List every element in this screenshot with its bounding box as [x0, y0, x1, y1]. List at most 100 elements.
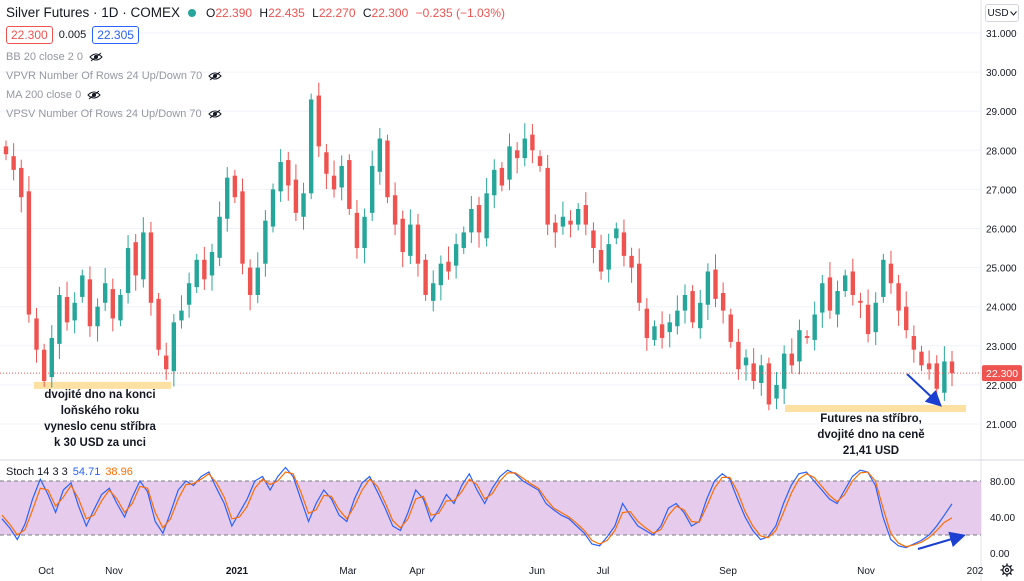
- candle-body: [507, 146, 512, 180]
- buy-button[interactable]: 22.305: [92, 26, 139, 44]
- eye-icon[interactable]: [87, 90, 101, 100]
- candle-body: [583, 205, 589, 225]
- stoch-axis: 80.00 40.00 0.00: [990, 477, 1015, 560]
- candle-body: [377, 138, 383, 172]
- price-tick-label: 31.000: [986, 29, 1017, 40]
- stoch-legend[interactable]: Stoch 14 3 3 54.71 38.96: [6, 466, 133, 478]
- candle-body: [293, 179, 299, 213]
- indicator-vpvr[interactable]: VPVR Number Of Rows 24 Up/Down 70: [6, 70, 222, 82]
- candle-body: [774, 384, 779, 399]
- candle-body: [842, 275, 848, 292]
- price-tick-label: 21.000: [986, 420, 1017, 431]
- support-highlights: [34, 381, 966, 412]
- candle-body: [820, 283, 825, 313]
- candle-body: [3, 146, 9, 155]
- spread-value: 0.005: [58, 29, 87, 41]
- candle-body: [324, 152, 329, 174]
- stoch-tick-label: 0.00: [990, 549, 1010, 560]
- time-tick-label: Sep: [719, 566, 737, 577]
- candle-body: [743, 357, 749, 366]
- candle-body: [255, 267, 260, 295]
- sell-button[interactable]: 22.300: [6, 26, 53, 44]
- candle-body: [339, 165, 344, 188]
- annotation-left-line: vyneslo cenu stříbra: [44, 421, 156, 433]
- candle-body: [614, 228, 619, 239]
- candle-body: [415, 224, 421, 264]
- time-tick-label: Jun: [529, 566, 545, 577]
- symbol-title[interactable]: Silver Futures · 1D · COMEX: [6, 5, 181, 20]
- currency-label: USD: [987, 7, 1009, 19]
- chevron-down-icon: [1009, 10, 1017, 16]
- annotation-right-line: dvojité dno na ceně: [817, 429, 924, 441]
- candle-body: [751, 363, 756, 381]
- candle-body: [522, 138, 527, 159]
- annotation-left-line: k 30 USD za unci: [54, 437, 146, 449]
- candle-body: [575, 208, 581, 225]
- indicator-label: VPSV Number Of Rows 24 Up/Down 70: [6, 108, 202, 120]
- candle-body: [156, 298, 161, 350]
- candle-body: [270, 189, 276, 227]
- stoch-d-value: 38.96: [105, 466, 133, 478]
- candle-body: [850, 271, 856, 295]
- gear-icon[interactable]: [1000, 563, 1014, 577]
- indicator-bb[interactable]: BB 20 close 2 0: [6, 51, 103, 63]
- candle-body: [873, 302, 878, 333]
- stoch-up-arrow: [917, 531, 966, 550]
- candle-body: [331, 175, 337, 190]
- symbol-header: Silver Futures · 1D · COMEX O22.390 H22.…: [6, 5, 505, 20]
- candle-body: [202, 259, 207, 280]
- candle-body: [904, 306, 909, 331]
- candle-body: [164, 355, 169, 370]
- time-tick-label: Oct: [38, 566, 54, 577]
- candle-body: [453, 244, 459, 266]
- candle-body: [316, 95, 321, 147]
- price-tick-label: 26.000: [986, 225, 1017, 236]
- candle-body: [362, 216, 367, 249]
- candlestick-series: [3, 82, 955, 411]
- indicator-ma[interactable]: MA 200 close 0: [6, 89, 101, 101]
- stoch-label: Stoch 14 3 3: [6, 466, 68, 478]
- eye-icon[interactable]: [208, 71, 222, 81]
- last-price-badge: [982, 365, 1022, 382]
- candle-body: [888, 263, 894, 284]
- candle-body: [858, 300, 863, 303]
- candle-body: [949, 361, 955, 374]
- currency-dropdown[interactable]: USD: [985, 4, 1019, 22]
- price-down-arrow: [906, 373, 942, 407]
- candle-body: [865, 304, 871, 335]
- eye-icon[interactable]: [89, 52, 103, 62]
- candle-body: [835, 291, 840, 315]
- stochastic-pane: [0, 466, 981, 549]
- stoch-k-value: 54.71: [72, 466, 101, 478]
- candle-body: [690, 291, 695, 323]
- price-tick-label: 24.000: [986, 303, 1017, 314]
- candle-body: [644, 308, 650, 338]
- annotation-right-line: Futures na stříbro,: [820, 413, 922, 425]
- time-tick-label: Nov: [857, 566, 875, 577]
- support-highlight-right: [785, 404, 966, 412]
- candle-body: [209, 251, 215, 276]
- candle-body: [629, 255, 634, 268]
- candle-body: [492, 169, 497, 196]
- time-tick-label: Mar: [339, 566, 357, 577]
- candle-body: [64, 296, 70, 323]
- time-axis: Oct Nov 2021 Mar Apr Jun Jul Sep Nov 202: [38, 566, 984, 577]
- high-value: 22.435: [268, 5, 305, 20]
- candle-body: [11, 156, 16, 170]
- candle-body: [308, 99, 314, 194]
- candle-body: [682, 294, 688, 311]
- candle-body: [568, 220, 573, 225]
- stoch-band: [0, 481, 981, 535]
- high-label: H: [259, 5, 269, 20]
- candle-body: [141, 232, 146, 280]
- price-axis: 31.000 30.000 29.000 28.000 27.000 26.000 25.0…: [986, 29, 1017, 431]
- indicator-vpsv[interactable]: VPSV Number Of Rows 24 Up/Down 70: [6, 108, 222, 120]
- candle-body: [499, 167, 505, 186]
- candle-body: [698, 302, 703, 329]
- candle-body: [919, 351, 924, 366]
- candle-body: [545, 167, 550, 225]
- candle-body: [41, 349, 47, 381]
- eye-icon[interactable]: [207, 109, 222, 119]
- candle-body: [171, 322, 177, 372]
